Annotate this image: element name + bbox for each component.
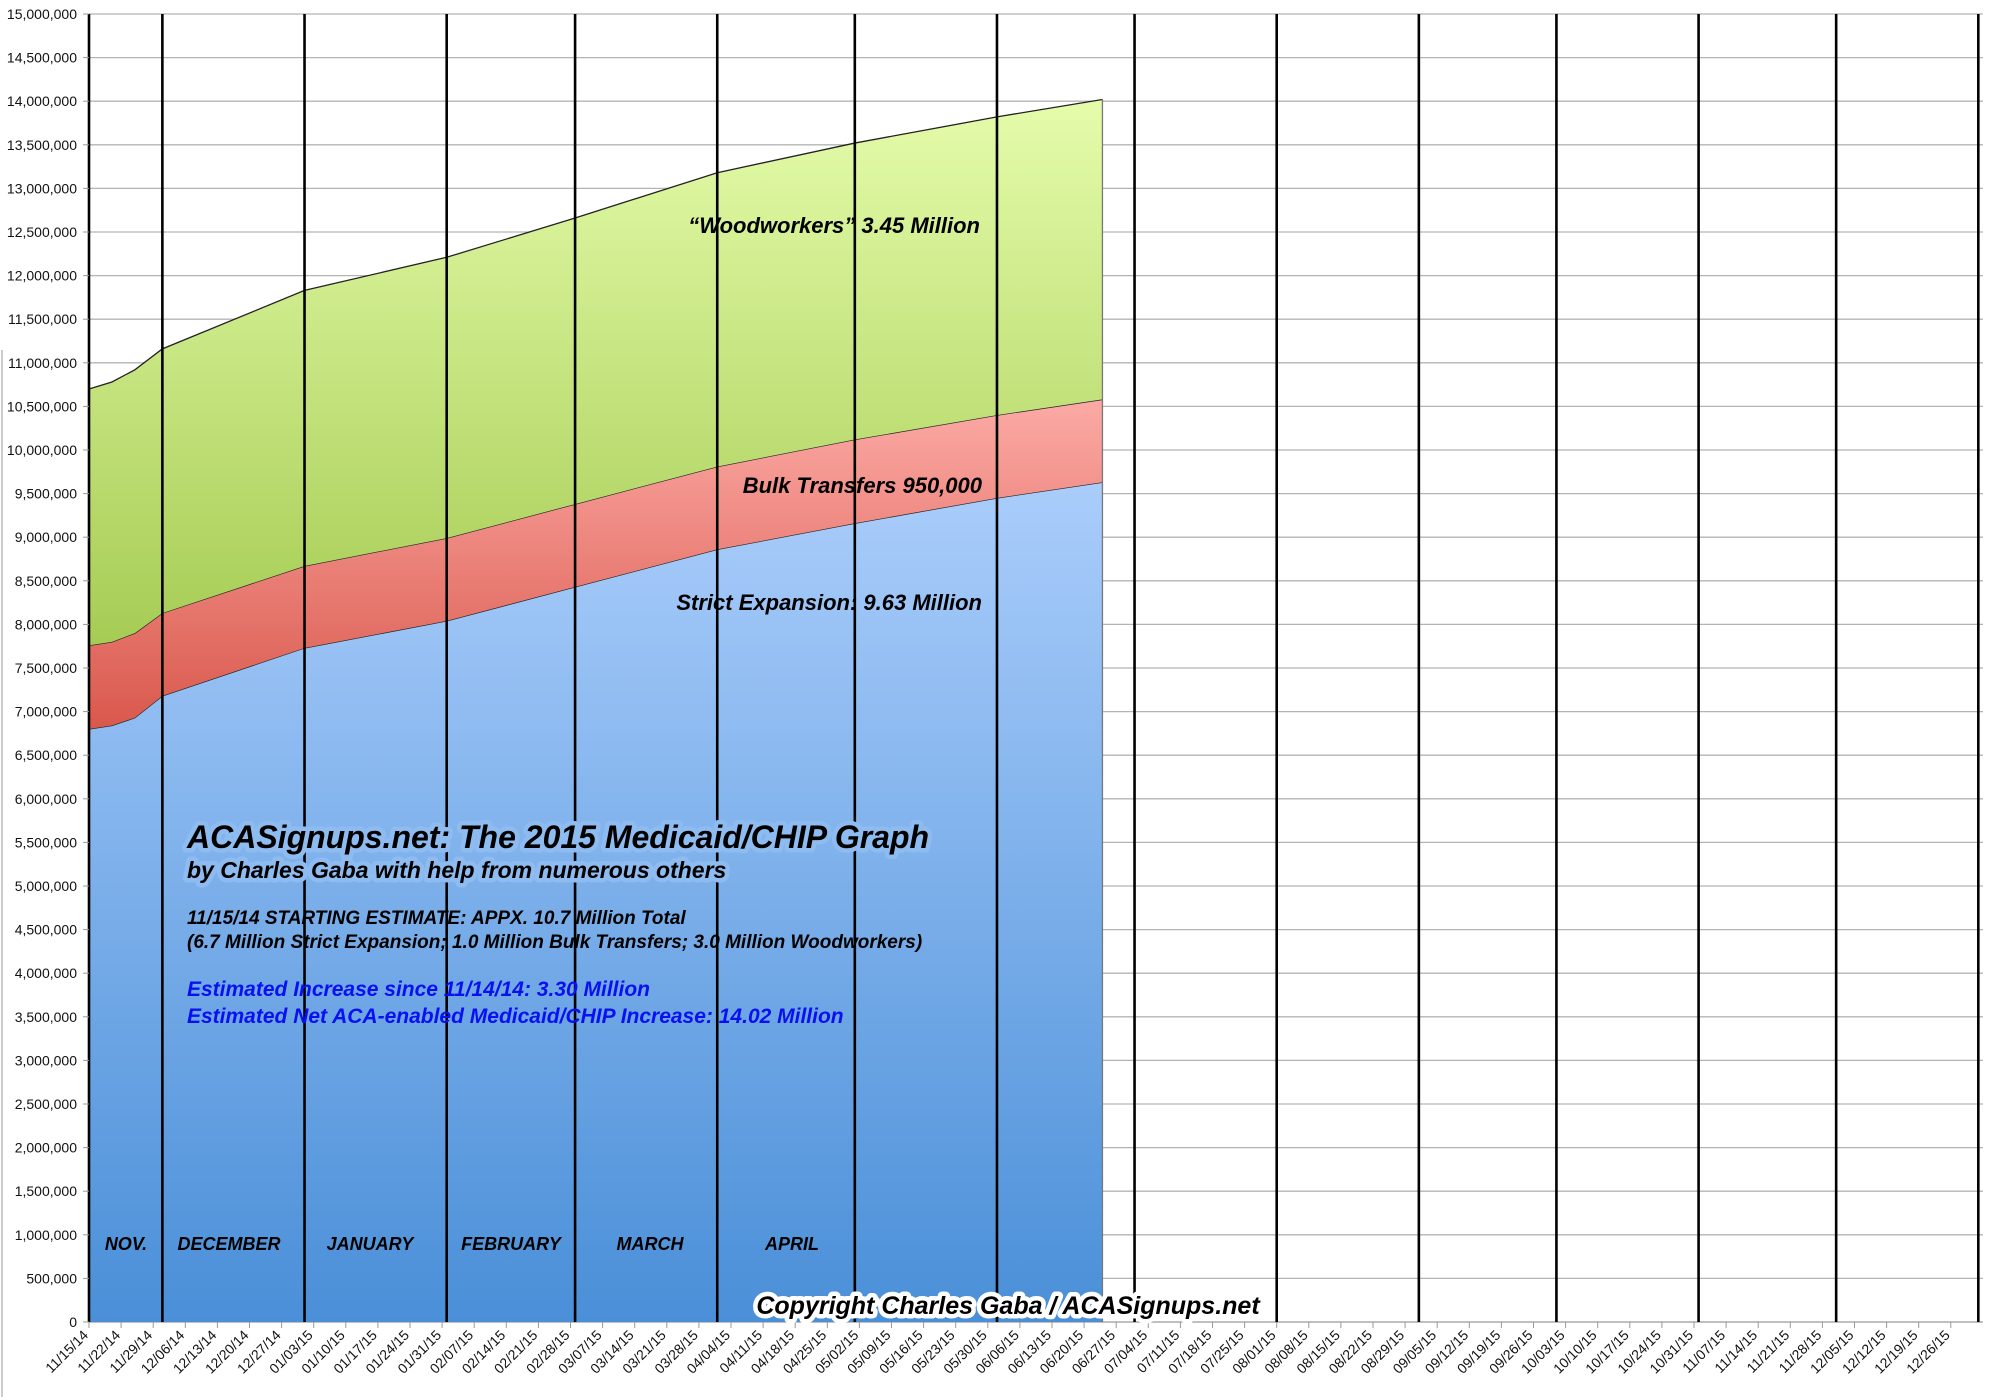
y-tick-label: 1,000,000	[15, 1227, 77, 1243]
y-tick-label: 14,000,000	[7, 93, 77, 109]
y-tick-label: 6,000,000	[15, 791, 77, 807]
x-axis: 11/15/1411/22/1411/29/1412/06/1412/13/14…	[42, 1322, 1953, 1377]
area-bulk	[89, 399, 1103, 730]
y-tick-label: 0	[69, 1314, 77, 1330]
month-label-december: DECEMBER	[177, 1234, 280, 1254]
month-label-nov: NOV.	[105, 1234, 147, 1254]
start-breakdown-text: (6.7 Million Strict Expansion; 1.0 Milli…	[187, 932, 922, 953]
stacked-areas	[88, 98, 1104, 1322]
month-label-march: MARCH	[617, 1234, 685, 1254]
y-tick-label: 6,500,000	[15, 747, 77, 763]
y-tick-label: 7,000,000	[15, 704, 77, 720]
y-tick-label: 4,500,000	[15, 922, 77, 938]
y-tick-label: 12,500,000	[7, 224, 77, 240]
y-tick-label: 13,000,000	[7, 180, 77, 196]
area-strict	[89, 482, 1103, 1322]
y-tick-label: 11,500,000	[8, 311, 77, 327]
y-tick-label: 2,000,000	[15, 1140, 77, 1156]
month-label-april: APRIL	[764, 1234, 819, 1254]
y-tick-label: 8,000,000	[15, 616, 77, 632]
y-tick-label: 8,500,000	[15, 573, 77, 589]
y-tick-label: 5,500,000	[15, 834, 77, 850]
copyright-text: Copyright Charles Gaba / ACASignups.net	[756, 1292, 1261, 1320]
y-tick-label: 12,000,000	[7, 268, 77, 284]
month-label-january: JANUARY	[327, 1234, 416, 1254]
month-labels: NOV. DECEMBER JANUARY FEBRUARY MARCH APR…	[105, 1234, 819, 1254]
y-tick-label: 10,000,000	[7, 442, 77, 458]
y-tick-label: 15,000,000	[7, 6, 77, 22]
y-axis: 0 500,000 1,000,000 1,500,000 2,000,000 2,500…	[7, 6, 89, 1330]
month-label-february: FEBRUARY	[461, 1234, 563, 1254]
y-tick-label: 3,500,000	[15, 1009, 77, 1025]
y-tick-label: 500,000	[26, 1270, 77, 1286]
y-tick-label: 14,500,000	[7, 50, 77, 66]
net-increase-text: Estimated Net ACA-enabled Medicaid/CHIP …	[187, 1005, 844, 1028]
y-tick-label: 10,500,000	[7, 398, 77, 414]
area-woodworkers	[89, 99, 1103, 646]
y-tick-label: 2,500,000	[15, 1096, 77, 1112]
bulk-transfers-label: Bulk Transfers 950,000	[743, 473, 983, 498]
chart-title: ACASignups.net: The 2015 Medicaid/CHIP G…	[186, 819, 929, 855]
woodworkers-label: “Woodworkers” 3.45 Million	[688, 213, 980, 238]
y-tick-label: 4,000,000	[15, 965, 77, 981]
y-tick-label: 3,000,000	[15, 1052, 77, 1068]
y-tick-label: 9,500,000	[15, 486, 77, 502]
y-tick-label: 7,500,000	[15, 660, 77, 676]
month-divider-lines	[87, 14, 1980, 1322]
y-tick-label: 9,000,000	[15, 529, 77, 545]
y-tick-label: 1,500,000	[15, 1183, 77, 1199]
start-estimate-text: 11/15/14 STARTING ESTIMATE: APPX. 10.7 M…	[187, 908, 686, 929]
chart-subtitle: by Charles Gaba with help from numerous …	[187, 857, 726, 883]
y-tick-label: 11,000,000	[8, 355, 77, 371]
strict-expansion-label: Strict Expansion: 9.63 Million	[676, 590, 982, 615]
y-tick-label: 5,000,000	[15, 878, 77, 894]
y-tick-label: 13,500,000	[7, 137, 77, 153]
increase-text: Estimated Increase since 11/14/14: 3.30 …	[187, 978, 650, 1001]
